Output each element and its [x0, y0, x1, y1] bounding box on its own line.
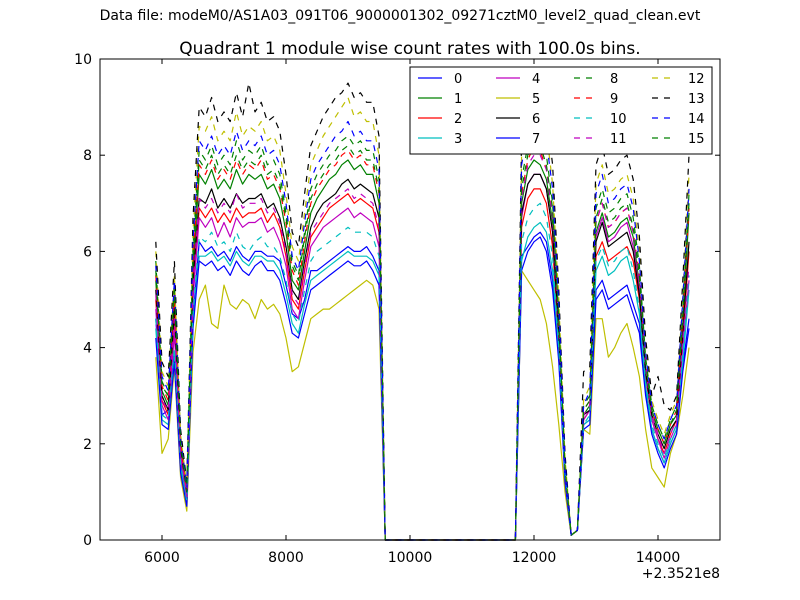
legend-label-6: 6 [532, 112, 540, 127]
x-tick-label: 6000 [144, 550, 180, 566]
legend-label-14: 14 [688, 112, 705, 127]
x-tick-label: 10000 [388, 550, 433, 566]
legend-label-1: 1 [454, 92, 462, 107]
legend-box [409, 66, 713, 155]
legend-label-2: 2 [454, 112, 462, 127]
legend-label-9: 9 [610, 92, 618, 107]
y-tick-label: 0 [83, 533, 92, 549]
series-line-4 [155, 173, 690, 541]
legend-label-8: 8 [610, 72, 618, 87]
series-line-12 [155, 96, 690, 541]
data-file-title: Data file: modeM0/AS1A03_091T06_90000013… [99, 8, 701, 24]
legend-label-5: 5 [532, 92, 540, 107]
series-line-14 [155, 116, 690, 541]
y-tick-label: 6 [83, 244, 92, 260]
series-line-8 [155, 130, 690, 541]
series-line-0 [155, 231, 690, 541]
legend-label-13: 13 [688, 92, 705, 107]
legend-label-12: 12 [688, 72, 705, 87]
series-line-10 [155, 202, 690, 541]
x-tick-label: 14000 [636, 550, 681, 566]
series-line-13 [155, 82, 690, 541]
legend-label-4: 4 [532, 72, 540, 87]
series-line-11 [155, 154, 690, 541]
series-line-6 [155, 173, 690, 541]
series-line-15 [155, 140, 690, 541]
series-line-5 [155, 270, 690, 541]
x-tick-label: 8000 [268, 550, 304, 566]
legend-label-7: 7 [532, 132, 540, 147]
x-offset-label: +2.3521e8 [642, 566, 720, 582]
y-tick-label: 8 [83, 148, 92, 164]
y-tick-label: 4 [83, 341, 92, 357]
series-line-9 [155, 145, 690, 541]
series-lines [155, 82, 690, 541]
series-line-7 [155, 236, 690, 541]
legend-label-15: 15 [688, 132, 705, 147]
chart-title: Quadrant 1 module wise count rates with … [179, 39, 640, 59]
series-line-1 [155, 159, 690, 541]
legend-label-10: 10 [610, 112, 627, 127]
y-tick-label: 10 [74, 52, 92, 68]
x-tick-label: 12000 [512, 550, 557, 566]
series-line-3 [155, 221, 690, 541]
y-tick-label: 2 [83, 437, 92, 453]
legend-label-0: 0 [454, 72, 462, 87]
legend-label-11: 11 [610, 132, 627, 147]
legend-label-3: 3 [454, 132, 462, 147]
